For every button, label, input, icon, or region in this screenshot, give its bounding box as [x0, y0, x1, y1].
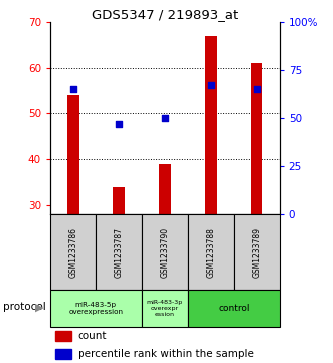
FancyBboxPatch shape: [50, 214, 96, 290]
Text: GSM1233786: GSM1233786: [68, 227, 78, 278]
Bar: [159, 164, 170, 214]
Title: GDS5347 / 219893_at: GDS5347 / 219893_at: [92, 8, 238, 21]
Bar: [55, 331, 71, 341]
FancyBboxPatch shape: [188, 290, 280, 327]
Bar: [55, 349, 71, 359]
Bar: [113, 187, 125, 214]
Text: GSM1233788: GSM1233788: [206, 227, 215, 278]
Text: GSM1233789: GSM1233789: [252, 227, 261, 278]
Text: GSM1233790: GSM1233790: [160, 227, 169, 278]
Point: [208, 82, 213, 88]
FancyBboxPatch shape: [96, 214, 142, 290]
Text: control: control: [218, 304, 249, 313]
Text: percentile rank within the sample: percentile rank within the sample: [78, 349, 253, 359]
Text: miR-483-5p
overexpression: miR-483-5p overexpression: [68, 302, 124, 315]
Bar: [205, 36, 216, 214]
FancyBboxPatch shape: [188, 214, 234, 290]
Bar: [67, 95, 79, 214]
Point: [254, 86, 259, 92]
FancyBboxPatch shape: [50, 290, 142, 327]
Point: [162, 115, 167, 121]
Text: count: count: [78, 331, 107, 341]
Text: ▶: ▶: [35, 302, 44, 313]
Bar: [251, 63, 262, 214]
FancyBboxPatch shape: [142, 214, 188, 290]
Text: miR-483-3p
overexpr
ession: miR-483-3p overexpr ession: [147, 300, 183, 317]
Text: protocol: protocol: [3, 302, 46, 312]
FancyBboxPatch shape: [142, 290, 188, 327]
Point: [116, 121, 122, 127]
Point: [70, 86, 76, 92]
Text: GSM1233787: GSM1233787: [114, 227, 124, 278]
FancyBboxPatch shape: [234, 214, 280, 290]
